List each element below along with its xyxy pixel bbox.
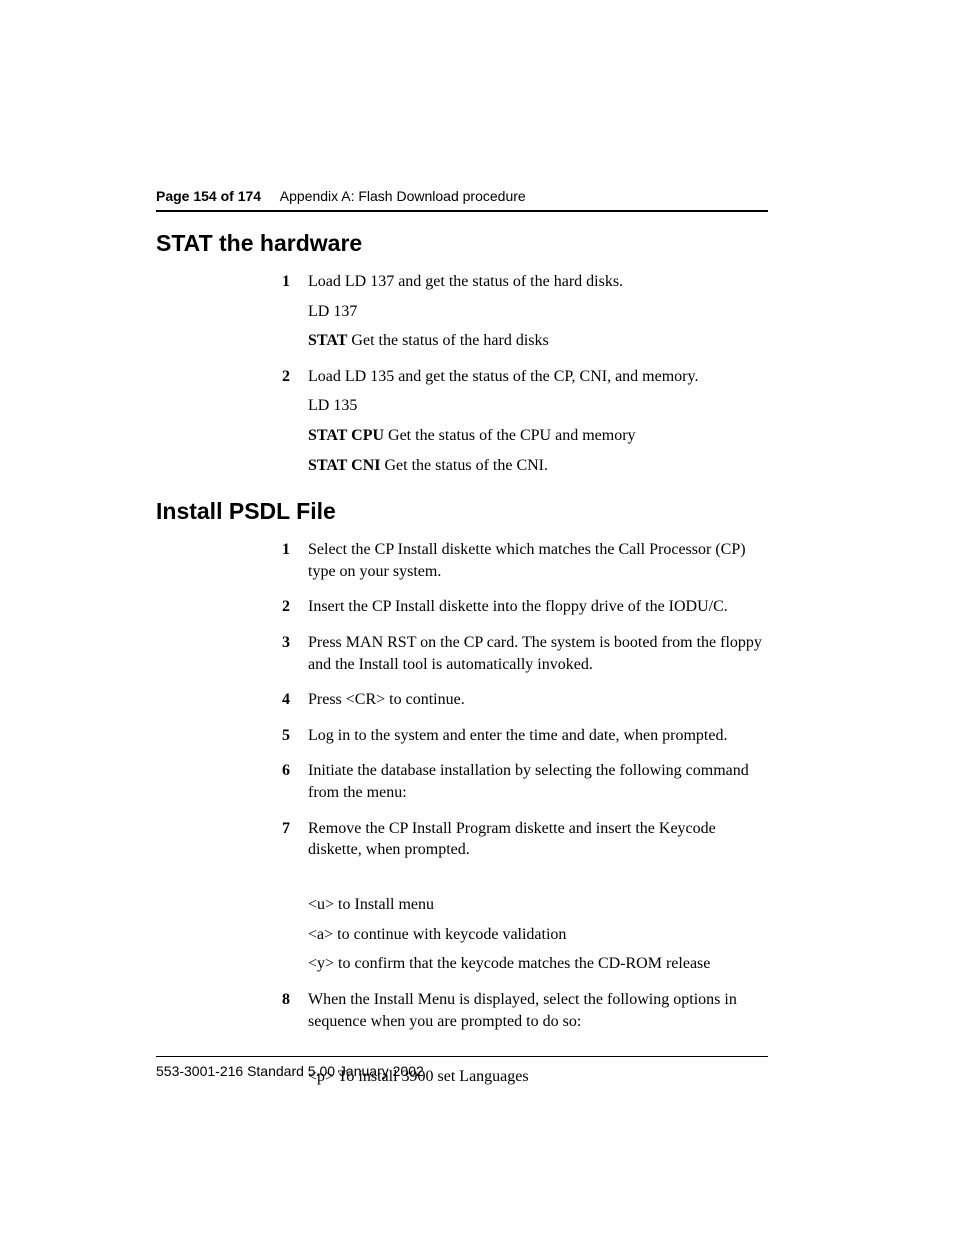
step-number: 1: [156, 271, 308, 293]
section-heading-stat: STAT the hardware: [156, 230, 768, 257]
step-body: Press <CR> to continue.: [308, 689, 768, 711]
install-step: 4Press <CR> to continue.: [156, 689, 768, 711]
stat-step: 2Load LD 135 and get the status of the C…: [156, 366, 768, 476]
install-steps-list: 1Select the CP Install diskette which ma…: [156, 539, 768, 1087]
install-step: 1Select the CP Install diskette which ma…: [156, 539, 768, 582]
step-number: 1: [156, 539, 308, 561]
page-header: Page 154 of 174 Appendix A: Flash Downlo…: [156, 188, 768, 210]
step-line: <a> to continue with keycode validation: [308, 924, 768, 946]
step-number: 4: [156, 689, 308, 711]
step-line: Initiate the database installation by se…: [308, 760, 768, 803]
step-line: Press MAN RST on the CP card. The system…: [308, 632, 768, 675]
step-number: 6: [156, 760, 308, 782]
step-number: 2: [156, 596, 308, 618]
page: Page 154 of 174 Appendix A: Flash Downlo…: [0, 0, 954, 1235]
step-body: Initiate the database installation by se…: [308, 760, 768, 803]
step-body: Load LD 137 and get the status of the ha…: [308, 271, 768, 352]
step-body: Load LD 135 and get the status of the CP…: [308, 366, 768, 476]
step-number: 3: [156, 632, 308, 654]
page-number: Page 154 of 174: [156, 188, 261, 204]
step-number: 5: [156, 725, 308, 747]
step-line: LD 137: [308, 301, 768, 323]
step-body: Insert the CP Install diskette into the …: [308, 596, 768, 618]
step-line: When the Install Menu is displayed, sele…: [308, 989, 768, 1032]
step-line: STAT Get the status of the hard disks: [308, 330, 768, 352]
command-keyword: STAT CNI: [308, 457, 380, 474]
step-body: Log in to the system and enter the time …: [308, 725, 768, 747]
step-number: 7: [156, 818, 308, 840]
install-step: 3Press MAN RST on the CP card. The syste…: [156, 632, 768, 675]
install-step: 7Remove the CP Install Program diskette …: [156, 818, 768, 976]
step-line: Load LD 135 and get the status of the CP…: [308, 366, 768, 388]
step-number: 2: [156, 366, 308, 388]
step-line: Press <CR> to continue.: [308, 689, 768, 711]
step-line: [308, 869, 768, 891]
command-keyword: STAT: [308, 332, 347, 349]
footer-rule: [156, 1056, 768, 1057]
stat-steps-list: 1Load LD 137 and get the status of the h…: [156, 271, 768, 476]
step-line: Remove the CP Install Program diskette a…: [308, 818, 768, 861]
footer-text: 553-3001-216 Standard 5.00 January 2002: [156, 1063, 768, 1079]
appendix-title: Appendix A: Flash Download procedure: [280, 188, 526, 204]
step-line: <y> to confirm that the keycode matches …: [308, 953, 768, 975]
step-line: Load LD 137 and get the status of the ha…: [308, 271, 768, 293]
step-line: Select the CP Install diskette which mat…: [308, 539, 768, 582]
install-step: 2Insert the CP Install diskette into the…: [156, 596, 768, 618]
section-heading-install: Install PSDL File: [156, 498, 768, 525]
install-step: 6Initiate the database installation by s…: [156, 760, 768, 803]
step-line: STAT CPU Get the status of the CPU and m…: [308, 425, 768, 447]
step-body: Press MAN RST on the CP card. The system…: [308, 632, 768, 675]
step-line: Log in to the system and enter the time …: [308, 725, 768, 747]
step-body: Remove the CP Install Program diskette a…: [308, 818, 768, 976]
step-line: <u> to Install menu: [308, 894, 768, 916]
step-number: 8: [156, 989, 308, 1011]
step-line: LD 135: [308, 395, 768, 417]
header-rule: [156, 210, 768, 212]
install-step: 5Log in to the system and enter the time…: [156, 725, 768, 747]
stat-step: 1Load LD 137 and get the status of the h…: [156, 271, 768, 352]
command-keyword: STAT CPU: [308, 427, 384, 444]
step-body: Select the CP Install diskette which mat…: [308, 539, 768, 582]
step-line: Insert the CP Install diskette into the …: [308, 596, 768, 618]
step-line: STAT CNI Get the status of the CNI.: [308, 455, 768, 477]
page-footer: 553-3001-216 Standard 5.00 January 2002: [156, 1056, 768, 1079]
